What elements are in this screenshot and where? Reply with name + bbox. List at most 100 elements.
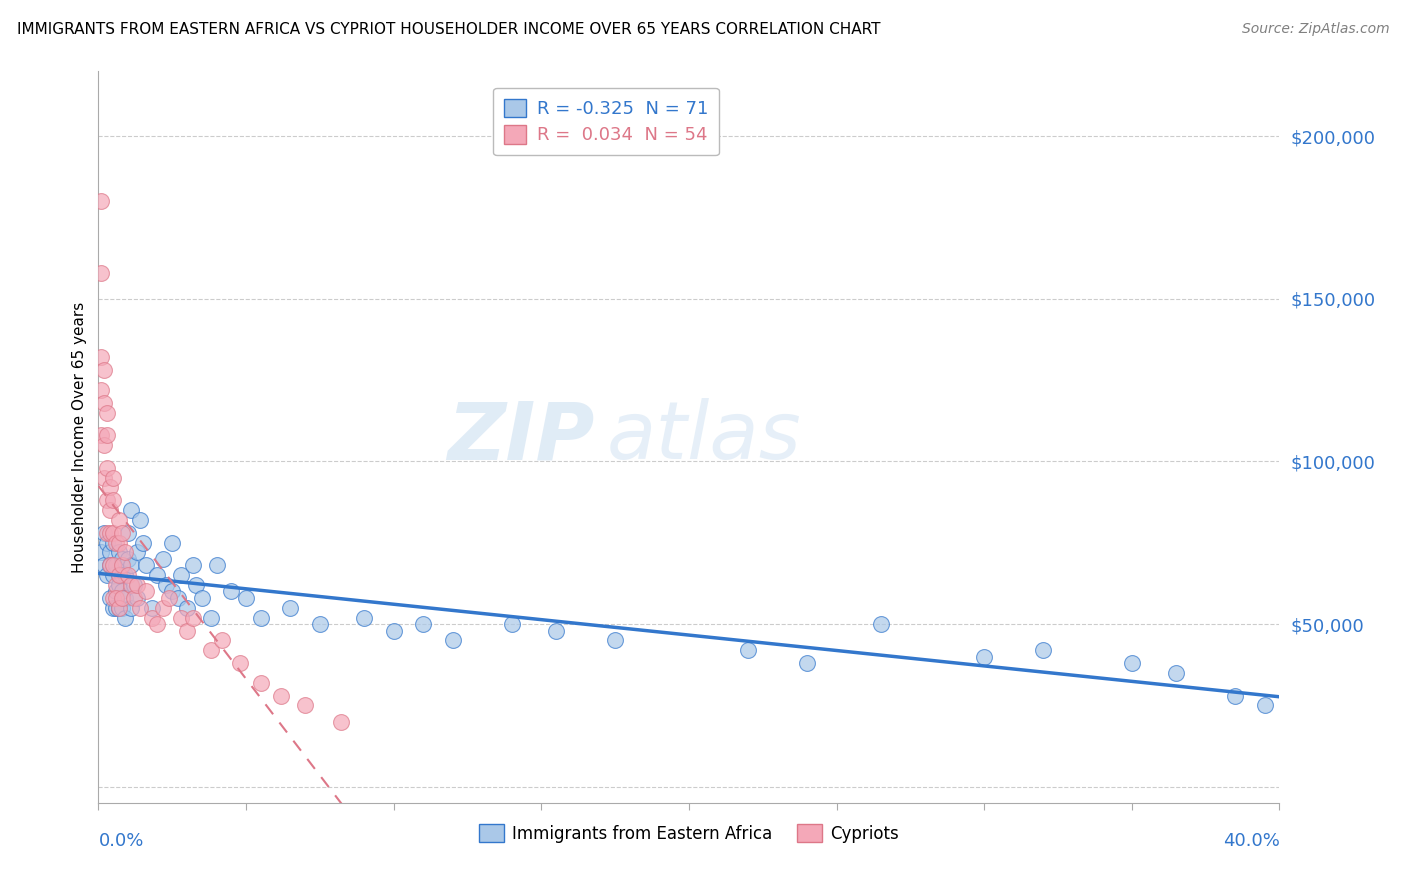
Point <box>96 568 118 582</box>
Point <box>122 591 145 605</box>
Point <box>90 428 112 442</box>
Point <box>125 578 148 592</box>
Point <box>117 526 139 541</box>
Point <box>135 584 157 599</box>
Point <box>546 624 568 638</box>
Point <box>309 617 332 632</box>
Point <box>146 568 169 582</box>
Point <box>353 610 375 624</box>
Text: 40.0%: 40.0% <box>1223 832 1279 850</box>
Point <box>117 568 139 582</box>
Point <box>108 545 131 559</box>
Point <box>90 194 112 209</box>
Point <box>125 591 148 605</box>
Point <box>103 526 125 541</box>
Point <box>329 714 352 729</box>
Point <box>108 568 131 582</box>
Point <box>98 526 121 541</box>
Point <box>191 591 214 605</box>
Point <box>125 545 148 559</box>
Point <box>108 535 131 549</box>
Point <box>105 591 128 605</box>
Point <box>294 698 316 713</box>
Point <box>796 656 818 670</box>
Point <box>93 363 115 377</box>
Point <box>103 535 125 549</box>
Point <box>96 535 118 549</box>
Point <box>111 591 134 605</box>
Point <box>105 600 128 615</box>
Point <box>737 643 759 657</box>
Point <box>90 383 112 397</box>
Text: 0.0%: 0.0% <box>98 832 143 850</box>
Point <box>98 480 121 494</box>
Point <box>105 578 128 592</box>
Point <box>103 471 125 485</box>
Point <box>1166 665 1188 680</box>
Point <box>1225 689 1247 703</box>
Point <box>382 624 405 638</box>
Point <box>120 558 142 573</box>
Point <box>111 568 134 582</box>
Point <box>108 578 131 592</box>
Point <box>441 633 464 648</box>
Point <box>90 545 112 559</box>
Point <box>111 600 134 615</box>
Point <box>96 461 118 475</box>
Point <box>96 493 118 508</box>
Point <box>103 568 125 582</box>
Point <box>973 649 995 664</box>
Point <box>111 552 134 566</box>
Y-axis label: Householder Income Over 65 years: Householder Income Over 65 years <box>72 301 87 573</box>
Point <box>103 600 125 615</box>
Point <box>141 610 163 624</box>
Point <box>98 591 121 605</box>
Point <box>170 610 193 624</box>
Point <box>93 526 115 541</box>
Point <box>132 535 155 549</box>
Point <box>176 624 198 638</box>
Point <box>93 471 115 485</box>
Point <box>167 591 190 605</box>
Point <box>120 578 142 592</box>
Point <box>157 591 180 605</box>
Text: atlas: atlas <box>606 398 801 476</box>
Point <box>108 568 131 582</box>
Point <box>162 535 183 549</box>
Point <box>1121 656 1143 670</box>
Point <box>412 617 434 632</box>
Point <box>200 610 222 624</box>
Point <box>98 503 121 517</box>
Point <box>152 552 174 566</box>
Point <box>605 633 627 648</box>
Point <box>221 584 243 599</box>
Point <box>96 428 118 442</box>
Point <box>103 493 125 508</box>
Point <box>111 558 134 573</box>
Point <box>108 513 131 527</box>
Point <box>229 656 252 670</box>
Point <box>501 617 523 632</box>
Point <box>103 558 125 573</box>
Point <box>170 568 193 582</box>
Point <box>870 617 893 632</box>
Point <box>181 610 204 624</box>
Point <box>108 600 131 615</box>
Point <box>152 600 174 615</box>
Point <box>114 591 136 605</box>
Point <box>111 526 134 541</box>
Point <box>90 351 112 365</box>
Point <box>120 503 142 517</box>
Point <box>96 526 118 541</box>
Point <box>114 545 136 559</box>
Point <box>270 689 292 703</box>
Point <box>114 568 136 582</box>
Point <box>117 552 139 566</box>
Point <box>98 545 121 559</box>
Point <box>108 600 131 615</box>
Point <box>103 591 125 605</box>
Point <box>93 558 115 573</box>
Point <box>162 584 183 599</box>
Text: Source: ZipAtlas.com: Source: ZipAtlas.com <box>1241 22 1389 37</box>
Point <box>181 558 204 573</box>
